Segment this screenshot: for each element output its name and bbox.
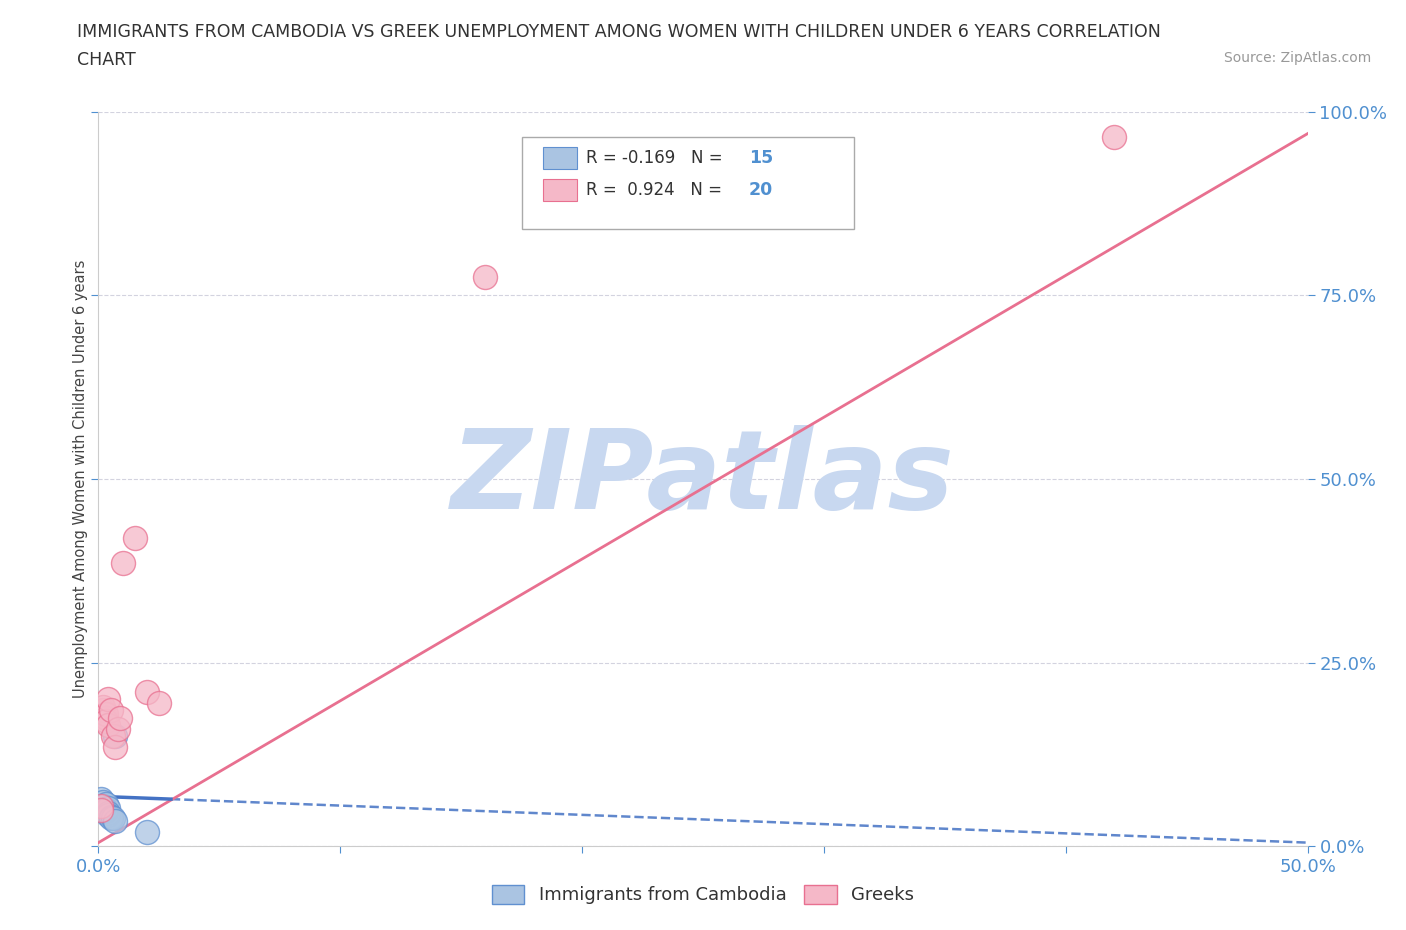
Point <box>104 729 127 744</box>
Point <box>97 808 120 823</box>
Point <box>91 699 114 714</box>
Text: Source: ZipAtlas.com: Source: ZipAtlas.com <box>1223 51 1371 65</box>
Point <box>124 530 146 545</box>
Point <box>94 714 117 729</box>
Point <box>97 805 120 820</box>
Point <box>474 270 496 285</box>
Point <box>97 692 120 707</box>
Point <box>104 739 127 754</box>
Text: ZIPatlas: ZIPatlas <box>451 425 955 533</box>
Point <box>91 799 114 814</box>
Point <box>101 729 124 744</box>
Point <box>107 722 129 737</box>
Point <box>94 796 117 811</box>
Point <box>97 718 120 733</box>
Text: CHART: CHART <box>77 51 136 69</box>
Text: R = -0.169   N =: R = -0.169 N = <box>586 149 727 166</box>
Point <box>94 711 117 725</box>
FancyBboxPatch shape <box>543 147 578 169</box>
Point <box>135 684 157 699</box>
Point <box>135 824 157 839</box>
Point <box>1102 130 1125 145</box>
Text: 20: 20 <box>749 181 773 199</box>
Point <box>91 703 114 718</box>
Text: IMMIGRANTS FROM CAMBODIA VS GREEK UNEMPLOYMENT AMONG WOMEN WITH CHILDREN UNDER 6: IMMIGRANTS FROM CAMBODIA VS GREEK UNEMPL… <box>77 23 1161 41</box>
Point <box>90 799 112 814</box>
Point <box>148 696 170 711</box>
Point <box>101 811 124 826</box>
Point <box>111 556 134 571</box>
Point <box>91 795 114 810</box>
Point <box>108 711 131 725</box>
Point <box>94 802 117 817</box>
Point <box>94 707 117 722</box>
Point <box>100 809 122 824</box>
FancyBboxPatch shape <box>522 138 855 229</box>
Text: R =  0.924   N =: R = 0.924 N = <box>586 181 727 199</box>
Point <box>90 791 112 806</box>
Point <box>94 804 117 818</box>
Point <box>97 801 120 816</box>
Point <box>104 813 127 828</box>
FancyBboxPatch shape <box>543 179 578 201</box>
Y-axis label: Unemployment Among Women with Children Under 6 years: Unemployment Among Women with Children U… <box>73 259 87 698</box>
Legend: Immigrants from Cambodia, Greeks: Immigrants from Cambodia, Greeks <box>485 878 921 911</box>
Text: 15: 15 <box>749 149 773 166</box>
Point <box>100 811 122 826</box>
Point <box>100 703 122 718</box>
Point <box>90 802 112 817</box>
